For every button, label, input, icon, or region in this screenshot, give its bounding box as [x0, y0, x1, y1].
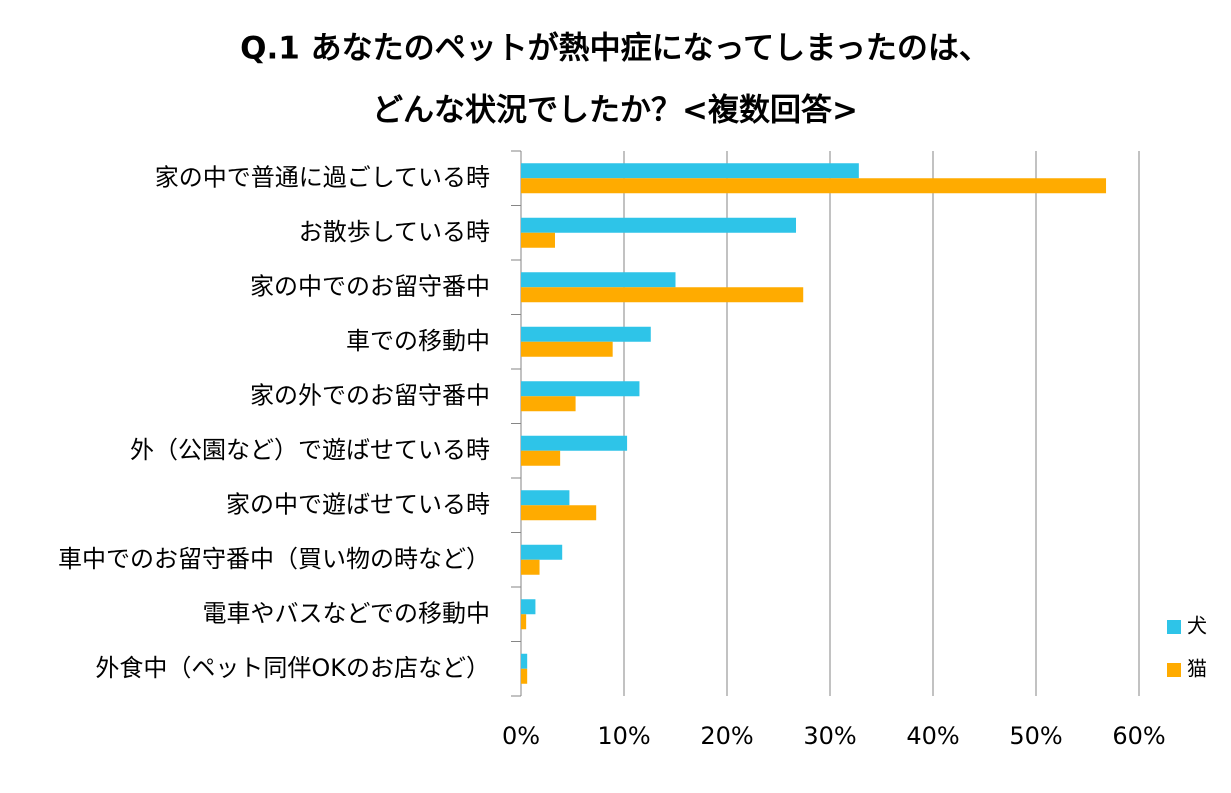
- legend-swatch: [1167, 620, 1181, 634]
- chart-title: Q.1 あなたのペットが熱中症になってしまったのは、: [240, 31, 990, 67]
- legend-swatch: [1167, 663, 1181, 677]
- legend-label: 犬: [1187, 614, 1207, 638]
- y-tick-label: 外食中（ペット同伴OKのお店など）: [95, 654, 490, 682]
- y-tick-label: 家の中で遊ばせている時: [226, 490, 490, 518]
- y-tick-label: 車での移動中: [346, 327, 490, 355]
- y-tick-label: 家の外でのお留守番中: [250, 381, 490, 409]
- bar: [521, 163, 859, 179]
- bar: [521, 450, 561, 466]
- x-tick-label: 50%: [1009, 722, 1062, 750]
- y-tick-label: 車中でのお留守番中（買い物の時など）: [58, 545, 490, 573]
- bar: [521, 614, 527, 630]
- bar: [521, 505, 597, 521]
- legend-label: 猫: [1187, 657, 1207, 681]
- y-tick-label: 家の中で普通に過ごしている時: [155, 163, 490, 191]
- bar: [521, 232, 555, 248]
- bar: [521, 653, 528, 669]
- y-tick-label: 電車やバスなどでの移動中: [202, 599, 490, 627]
- y-tick-label: お散歩している時: [299, 218, 490, 246]
- y-tick-label: 家の中でのお留守番中: [250, 272, 490, 300]
- x-tick-label: 40%: [906, 722, 959, 750]
- x-tick-label: 10%: [597, 722, 650, 750]
- bar: [521, 341, 613, 357]
- bar: [521, 599, 536, 615]
- bar: [521, 396, 576, 412]
- bar: [521, 217, 797, 233]
- bar: [521, 381, 640, 397]
- x-tick-label: 20%: [700, 722, 753, 750]
- x-tick-label: 60%: [1112, 722, 1165, 750]
- bar: [521, 559, 540, 575]
- bar: [521, 490, 570, 506]
- bar: [521, 544, 563, 560]
- bar: [521, 668, 528, 684]
- bar: [521, 287, 804, 303]
- x-tick-label: 30%: [803, 722, 856, 750]
- bar: [521, 178, 1107, 194]
- bar: [521, 272, 676, 288]
- chart-title: どんな状況でしたか？<複数回答>: [372, 93, 858, 129]
- x-tick-label: 0%: [502, 722, 540, 750]
- bar: [521, 435, 628, 451]
- y-tick-label: 外（公園など）で遊ばせている時: [130, 436, 490, 464]
- bar: [521, 326, 651, 342]
